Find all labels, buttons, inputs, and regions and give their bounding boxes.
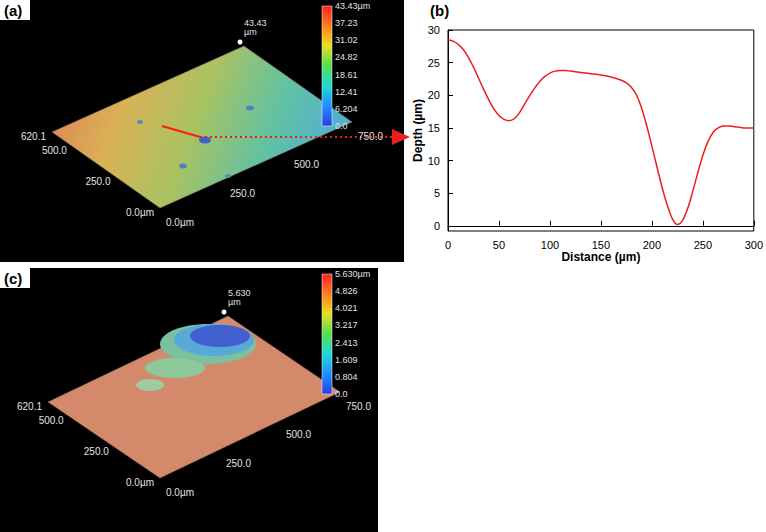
- svg-text:4.021: 4.021: [335, 303, 358, 313]
- svg-text:620.1: 620.1: [17, 401, 42, 412]
- svg-text:250.0: 250.0: [84, 446, 109, 457]
- svg-text:Depth (µm): Depth (µm): [411, 99, 425, 162]
- svg-text:0.0: 0.0: [335, 121, 348, 131]
- svg-text:0.0µm: 0.0µm: [166, 217, 194, 228]
- svg-text:750.0: 750.0: [346, 401, 371, 412]
- svg-text:2.413: 2.413: [335, 338, 358, 348]
- svg-text:Distance (µm): Distance (µm): [561, 250, 640, 264]
- svg-text:3.217: 3.217: [335, 320, 358, 330]
- svg-text:0.804: 0.804: [335, 372, 358, 382]
- svg-text:250.0: 250.0: [226, 458, 251, 469]
- svg-text:43.43: 43.43: [244, 17, 267, 28]
- svg-text:30: 30: [428, 24, 440, 36]
- svg-text:200: 200: [643, 239, 661, 251]
- svg-text:0: 0: [445, 239, 451, 251]
- svg-text:18.61: 18.61: [335, 70, 358, 80]
- svg-text:100: 100: [541, 239, 559, 251]
- svg-text:150: 150: [592, 239, 610, 251]
- svg-text:1.609: 1.609: [335, 355, 358, 365]
- svg-text:µm: µm: [244, 27, 257, 37]
- svg-text:25: 25: [428, 57, 440, 69]
- svg-text:500.0: 500.0: [39, 415, 64, 426]
- svg-text:(b): (b): [430, 2, 449, 19]
- svg-text:20: 20: [428, 89, 440, 101]
- svg-text:250.0: 250.0: [230, 188, 255, 199]
- svg-text:µm: µm: [228, 297, 241, 307]
- svg-text:4.826: 4.826: [335, 286, 358, 296]
- svg-text:620.1: 620.1: [21, 131, 46, 142]
- svg-text:(a): (a): [4, 2, 22, 19]
- svg-text:43.43µm: 43.43µm: [335, 1, 370, 11]
- svg-text:15: 15: [428, 122, 440, 134]
- svg-text:37.23: 37.23: [335, 18, 358, 28]
- svg-text:0: 0: [434, 220, 440, 232]
- svg-text:24.82: 24.82: [335, 52, 358, 62]
- svg-text:0.0µm: 0.0µm: [166, 487, 194, 498]
- svg-text:0.0µm: 0.0µm: [126, 207, 154, 218]
- svg-text:5: 5: [434, 187, 440, 199]
- svg-text:(c): (c): [4, 270, 22, 287]
- svg-text:500.0: 500.0: [42, 145, 67, 156]
- svg-text:750.0: 750.0: [358, 131, 383, 142]
- svg-text:50: 50: [493, 239, 505, 251]
- svg-text:31.02: 31.02: [335, 35, 358, 45]
- svg-text:500.0: 500.0: [286, 429, 311, 440]
- svg-text:6.204: 6.204: [335, 104, 358, 114]
- svg-text:0.0µm: 0.0µm: [126, 477, 154, 488]
- svg-text:250: 250: [694, 239, 712, 251]
- svg-text:500.0: 500.0: [294, 159, 319, 170]
- svg-text:12.41: 12.41: [335, 87, 358, 97]
- svg-text:5.630: 5.630: [228, 287, 251, 298]
- svg-text:300: 300: [745, 239, 763, 251]
- svg-text:10: 10: [428, 155, 440, 167]
- svg-text:0.0: 0.0: [335, 389, 348, 399]
- svg-text:250.0: 250.0: [85, 176, 110, 187]
- svg-text:5.630µm: 5.630µm: [335, 269, 370, 279]
